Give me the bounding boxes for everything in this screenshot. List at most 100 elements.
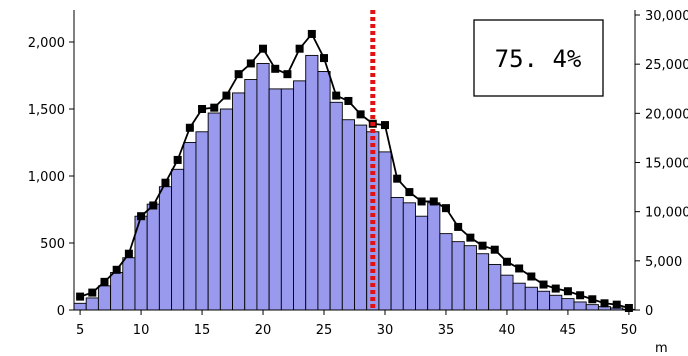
histogram-bar xyxy=(476,253,490,311)
histogram-bar xyxy=(402,202,416,311)
line-marker xyxy=(441,204,450,213)
line-marker xyxy=(380,121,389,130)
right-tick-label: 15,000 xyxy=(645,157,688,172)
histogram-bar xyxy=(219,108,234,311)
line-marker xyxy=(417,197,426,206)
line-marker xyxy=(332,91,341,100)
x-tick-label: 50 xyxy=(621,323,638,338)
histogram-bar xyxy=(573,301,587,311)
histogram-bar xyxy=(280,88,294,311)
histogram-bar xyxy=(110,272,124,311)
line-marker xyxy=(259,44,268,53)
histogram-bar xyxy=(561,298,575,311)
histogram-bar xyxy=(146,203,160,311)
histogram-bar xyxy=(378,151,392,311)
left-y-axis-ticks: 0 500 1,000 1,500 2,000 xyxy=(28,36,74,319)
x-axis-unit-label: m xyxy=(655,341,668,356)
line-marker xyxy=(356,110,365,119)
histogram-bar xyxy=(488,263,502,311)
line-marker xyxy=(234,70,243,79)
line-marker xyxy=(429,197,438,206)
line-marker xyxy=(88,288,97,297)
line-marker xyxy=(515,264,524,273)
line-marker xyxy=(210,103,219,112)
left-tick-label: 2,000 xyxy=(28,36,65,51)
histogram-bar xyxy=(341,119,355,311)
histogram-bar xyxy=(232,92,246,311)
line-marker xyxy=(112,265,121,274)
left-tick-label: 1,500 xyxy=(28,103,65,118)
line-marker xyxy=(478,241,487,250)
histogram-bar xyxy=(439,233,453,311)
line-marker xyxy=(393,174,402,183)
histogram-bar xyxy=(427,202,441,311)
line-marker xyxy=(246,59,255,68)
right-tick-label: 25,000 xyxy=(645,58,688,73)
x-tick-label: 10 xyxy=(133,323,150,338)
line-marker xyxy=(405,188,414,197)
histogram-bar xyxy=(451,241,465,311)
histogram-bar xyxy=(536,290,551,311)
x-tick-label: 45 xyxy=(560,323,577,338)
line-marker xyxy=(198,105,207,113)
line-marker xyxy=(222,91,231,100)
right-y-axis-ticks: 0 5,000 10,000 15,000 20,000 25,000 30,000 xyxy=(635,9,688,319)
left-tick-label: 500 xyxy=(40,237,65,252)
x-tick-label: 35 xyxy=(438,323,455,338)
line-marker xyxy=(612,300,621,309)
line-marker xyxy=(320,54,329,63)
line-marker xyxy=(344,96,353,105)
histogram-bar xyxy=(415,215,429,311)
line-marker xyxy=(490,245,499,254)
histogram-bar xyxy=(293,80,307,311)
histogram-bar xyxy=(207,112,221,311)
line-marker xyxy=(600,299,609,308)
histogram-bar xyxy=(390,196,404,311)
line-marker xyxy=(124,249,133,258)
histogram-bar xyxy=(463,245,477,311)
line-marker xyxy=(283,70,292,79)
histogram-bar xyxy=(549,294,563,311)
histogram-bar xyxy=(585,304,599,311)
cumulative-line xyxy=(79,32,630,309)
line-marker xyxy=(100,277,109,286)
line-marker xyxy=(454,222,463,231)
x-tick-label: 40 xyxy=(499,323,516,338)
line-marker xyxy=(185,123,194,132)
histogram-bar xyxy=(524,286,538,311)
x-axis-ticks: 5 10 15 20 25 30 35 40 45 50 xyxy=(76,310,637,338)
line-marker xyxy=(307,29,316,38)
histogram-bar xyxy=(268,88,282,311)
x-tick-label: 5 xyxy=(76,323,84,338)
histogram-bar xyxy=(171,168,185,311)
x-tick-label: 25 xyxy=(316,323,333,338)
left-tick-label: 1,000 xyxy=(28,170,65,185)
line-marker xyxy=(588,295,597,304)
histogram-bars xyxy=(73,54,636,311)
annotation-frame xyxy=(473,19,604,97)
line-marker xyxy=(539,280,548,289)
histogram-bar xyxy=(329,101,343,311)
histogram-bar xyxy=(183,142,197,311)
right-tick-label: 5,000 xyxy=(645,255,682,270)
histogram-bar xyxy=(73,302,87,311)
histogram-bar xyxy=(256,62,270,311)
right-tick-label: 20,000 xyxy=(645,107,688,122)
histogram-bar xyxy=(305,54,319,311)
histogram-bar xyxy=(354,124,368,311)
right-tick-label: 30,000 xyxy=(645,9,688,24)
histogram-bar xyxy=(158,186,173,311)
line-marker xyxy=(271,64,280,73)
x-tick-label: 30 xyxy=(377,323,394,338)
histogram-bar xyxy=(317,71,331,311)
right-tick-label: 0 xyxy=(645,304,653,319)
line-marker xyxy=(76,292,85,301)
right-tick-label: 10,000 xyxy=(645,206,688,221)
cumulative-line-series xyxy=(79,32,630,309)
line-marker xyxy=(466,233,475,242)
x-tick-label: 20 xyxy=(255,323,272,338)
histogram-bar xyxy=(97,285,112,311)
histogram-bar xyxy=(244,79,258,311)
line-marker xyxy=(502,257,511,266)
annotation-text: 75. 4% xyxy=(495,45,582,73)
